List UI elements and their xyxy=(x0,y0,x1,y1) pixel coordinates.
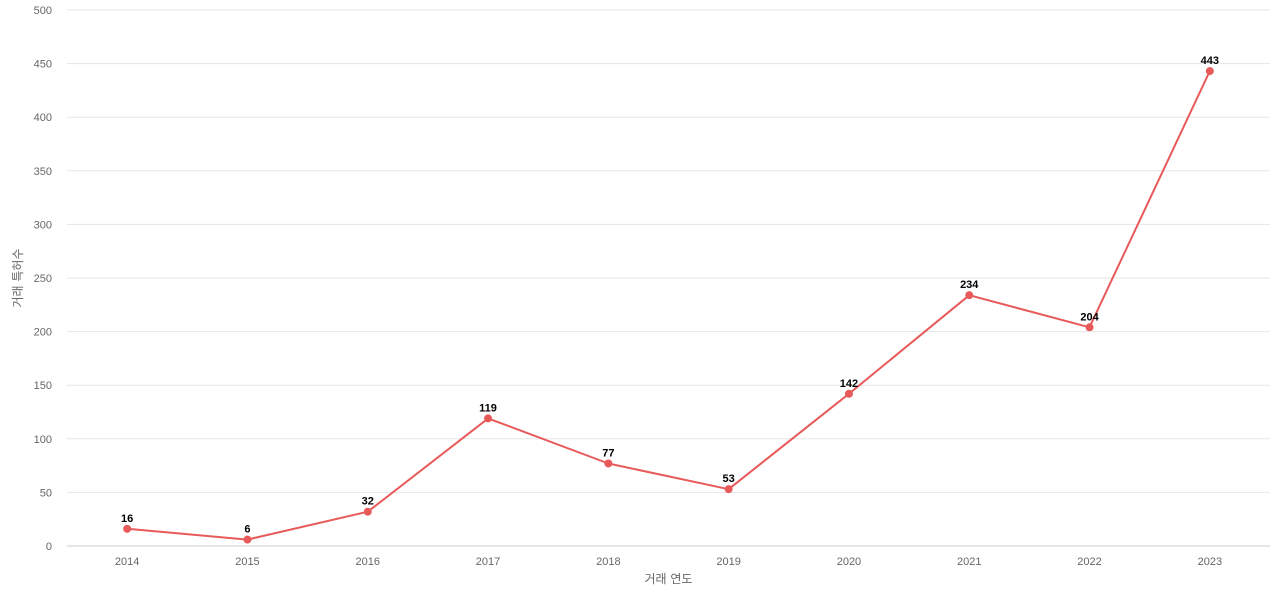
y-tick-label: 200 xyxy=(34,327,52,339)
data-label: 234 xyxy=(960,279,979,291)
x-tick-label: 2017 xyxy=(476,556,500,568)
data-labels: 16 6 32 119 77 53 142 234 204 443 xyxy=(121,55,1219,535)
data-point[interactable] xyxy=(243,535,252,544)
data-label: 32 xyxy=(362,496,374,508)
data-label: 77 xyxy=(602,447,614,459)
y-tick-label: 450 xyxy=(34,59,52,71)
x-tick-label: 2015 xyxy=(235,556,259,568)
series-layer xyxy=(123,67,1214,544)
data-point[interactable] xyxy=(363,507,372,516)
gridlines xyxy=(67,9,1270,493)
x-axis-title: 거래 연도 xyxy=(645,572,693,586)
data-label: 16 xyxy=(121,513,133,525)
data-point[interactable] xyxy=(844,389,853,398)
y-tick-label: 100 xyxy=(34,434,52,446)
data-point[interactable] xyxy=(484,414,493,423)
data-label: 142 xyxy=(840,378,858,390)
y-tick-label: 300 xyxy=(34,219,52,231)
y-tick-label: 400 xyxy=(34,112,52,124)
x-tick-label: 2018 xyxy=(596,556,620,568)
y-tick-label: 500 xyxy=(34,5,52,17)
y-axis-title: 거래 특허수 xyxy=(11,248,25,307)
y-tick-label: 150 xyxy=(34,380,52,392)
data-label: 6 xyxy=(244,524,250,536)
data-label: 53 xyxy=(723,473,735,485)
data-label: 204 xyxy=(1080,311,1099,323)
data-point[interactable] xyxy=(1205,67,1214,76)
data-point[interactable] xyxy=(965,291,974,300)
data-point[interactable] xyxy=(1085,323,1094,332)
x-tick-label: 2020 xyxy=(837,556,861,568)
y-tick-label: 50 xyxy=(40,487,52,499)
x-tick-label: 2022 xyxy=(1077,556,1101,568)
x-tick-label: 2021 xyxy=(957,556,981,568)
y-tick-label: 0 xyxy=(46,541,52,553)
y-tick-label: 250 xyxy=(34,273,52,285)
data-point[interactable] xyxy=(604,459,613,468)
data-point[interactable] xyxy=(724,485,733,494)
y-axis-ticks: 0 50 100 150 200 250 300 350 400 450 500 xyxy=(34,5,52,553)
x-axis-ticks: 2014 2015 2016 2017 2018 2019 2020 2021 2022 2023 xyxy=(115,556,1222,568)
x-tick-label: 2023 xyxy=(1198,556,1222,568)
x-tick-label: 2016 xyxy=(356,556,380,568)
data-label: 443 xyxy=(1201,55,1219,67)
data-label: 119 xyxy=(479,402,497,414)
series-line xyxy=(127,70,1211,541)
y-tick-label: 350 xyxy=(34,166,52,178)
x-tick-label: 2014 xyxy=(115,556,139,568)
data-point[interactable] xyxy=(123,524,132,533)
x-tick-label: 2019 xyxy=(716,556,740,568)
